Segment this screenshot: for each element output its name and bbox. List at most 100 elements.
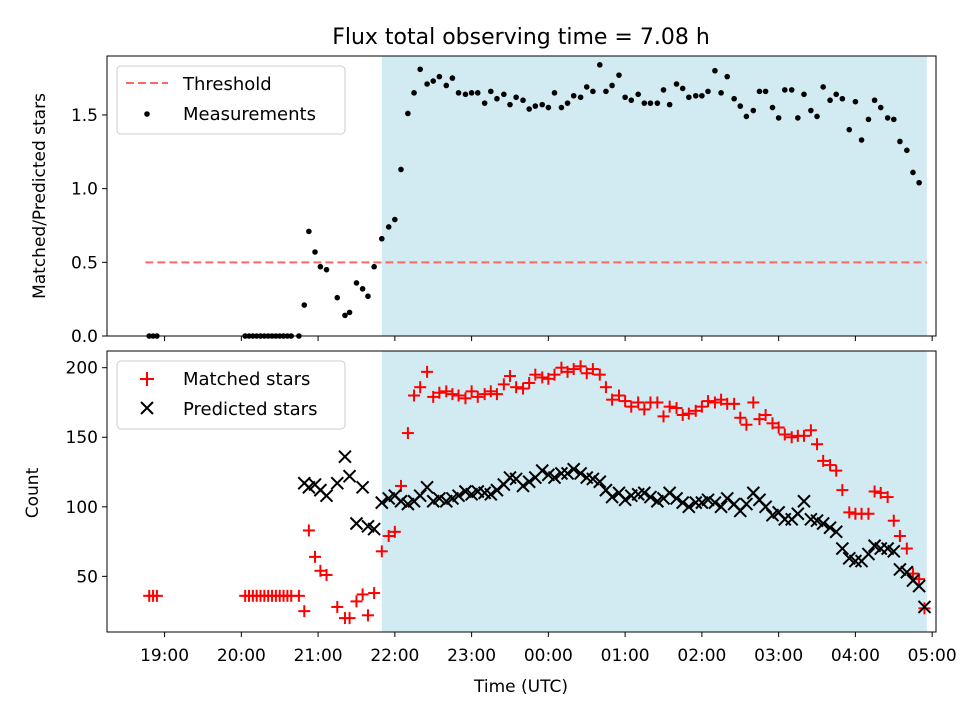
measurement-point: [890, 116, 897, 123]
measurement-point: [775, 115, 782, 121]
measurement-point: [590, 88, 596, 95]
matched-point: [612, 389, 625, 402]
predicted-point: [484, 487, 498, 501]
x-axis-label: Time (UTC): [473, 677, 568, 697]
measurement-point: [679, 85, 686, 92]
matched-point: [465, 385, 478, 398]
matched-point: [298, 605, 311, 618]
y-axis-label-top: Matched/Predicted stars: [30, 93, 50, 299]
matched-point: [893, 530, 906, 543]
legend-bottom: Matched stars Predicted stars: [116, 360, 346, 430]
x-tick-label: 03:00: [754, 646, 803, 666]
matched-point: [657, 410, 670, 423]
measurement-point: [359, 286, 366, 292]
matched-point: [459, 392, 472, 405]
matched-point: [606, 393, 619, 406]
predicted-point: [669, 491, 684, 506]
matched-point: [778, 428, 791, 441]
matched-point: [150, 589, 163, 602]
y-tick-label: 200: [66, 359, 98, 379]
measurement-point: [449, 75, 456, 81]
x-tick-label: 20:00: [217, 646, 266, 666]
measurement-point: [877, 104, 884, 111]
matched-point: [728, 397, 741, 410]
measurement-point: [750, 107, 757, 114]
matched-point: [824, 459, 837, 472]
matched-point: [292, 589, 305, 602]
x-axis-ticks-bottom: 19:00 20:00 21:00 22:00 23:00 00:00 01:00 02:00…: [140, 632, 957, 666]
predicted-point: [451, 488, 466, 503]
measurement-point: [487, 88, 494, 95]
matched-point: [804, 424, 817, 437]
matched-point: [320, 568, 333, 581]
matched-point: [766, 417, 779, 430]
predicted-point: [701, 493, 715, 507]
matched-point: [619, 395, 632, 408]
predicted-point: [342, 469, 357, 483]
predicted-point: [887, 544, 901, 559]
predicted-point: [917, 600, 932, 614]
matched-point: [881, 491, 894, 504]
measurement-point: [596, 62, 603, 68]
matched-point: [529, 368, 542, 381]
x-axis-ticks-top: [164, 336, 933, 341]
measurement-point: [673, 81, 680, 87]
matched-point: [302, 524, 315, 537]
measurement-point: [539, 101, 546, 108]
measurement-point: [852, 98, 859, 105]
matched-point: [408, 389, 421, 402]
measurement-point: [897, 138, 903, 145]
legend-measurement-swatch: [144, 111, 150, 117]
measurement-point: [551, 90, 558, 96]
matched-point: [561, 365, 574, 378]
predicted-point: [912, 579, 926, 593]
y-tick-label: 1.0: [71, 180, 98, 200]
matched-point: [414, 381, 427, 394]
matched-point: [632, 396, 645, 409]
predicted-point: [586, 472, 600, 486]
axes-frame-bottom: [106, 350, 937, 633]
matched-point: [523, 376, 536, 389]
matched-point: [670, 402, 683, 415]
predicted-point: [349, 516, 364, 531]
predicted-point: [516, 479, 530, 493]
predicted-point: [643, 490, 658, 504]
measurement-point: [365, 293, 371, 300]
measurement-point: [647, 100, 654, 106]
predicted-point: [637, 486, 652, 500]
predicted-point: [689, 495, 703, 510]
measurement-point: [455, 90, 462, 96]
measurement-point: [317, 263, 324, 270]
matched-point: [542, 372, 555, 385]
x-tick-label: 05:00: [908, 646, 957, 666]
matched-point: [753, 413, 766, 426]
measurement-point: [916, 179, 922, 186]
y-axis-ticks-top: 0.0 0.5 1.0 1.5: [71, 106, 107, 347]
matched-point: [874, 486, 887, 499]
measurement-point: [839, 95, 846, 102]
matched-point: [830, 464, 843, 477]
matched-point: [309, 550, 322, 563]
matched-point: [593, 368, 606, 381]
measurement-point: [762, 88, 769, 95]
measurement-point: [699, 92, 705, 99]
measurement-point: [392, 216, 398, 223]
measurement-point: [346, 309, 353, 316]
matched-point: [740, 418, 753, 431]
predicted-point: [618, 493, 632, 507]
legend-measurement-label: Measurements: [183, 104, 316, 125]
measurement-point: [583, 84, 590, 90]
panel-ratio: 0.0 0.5 1.0 1.5 Matched/Predicted stars Thr…: [30, 55, 937, 347]
matched-point: [689, 404, 702, 417]
measurement-point: [411, 90, 417, 96]
measurement-point: [430, 78, 437, 84]
predicted-point: [835, 541, 850, 556]
matched-point: [843, 506, 856, 519]
legend-matched-swatch: [140, 372, 154, 386]
measurement-point: [801, 91, 807, 98]
measurement-point: [769, 104, 776, 111]
measurement-point: [378, 235, 385, 242]
legend-top: Threshold Measurements: [116, 65, 346, 135]
measurement-point: [628, 97, 635, 104]
measurement-point: [342, 312, 348, 319]
